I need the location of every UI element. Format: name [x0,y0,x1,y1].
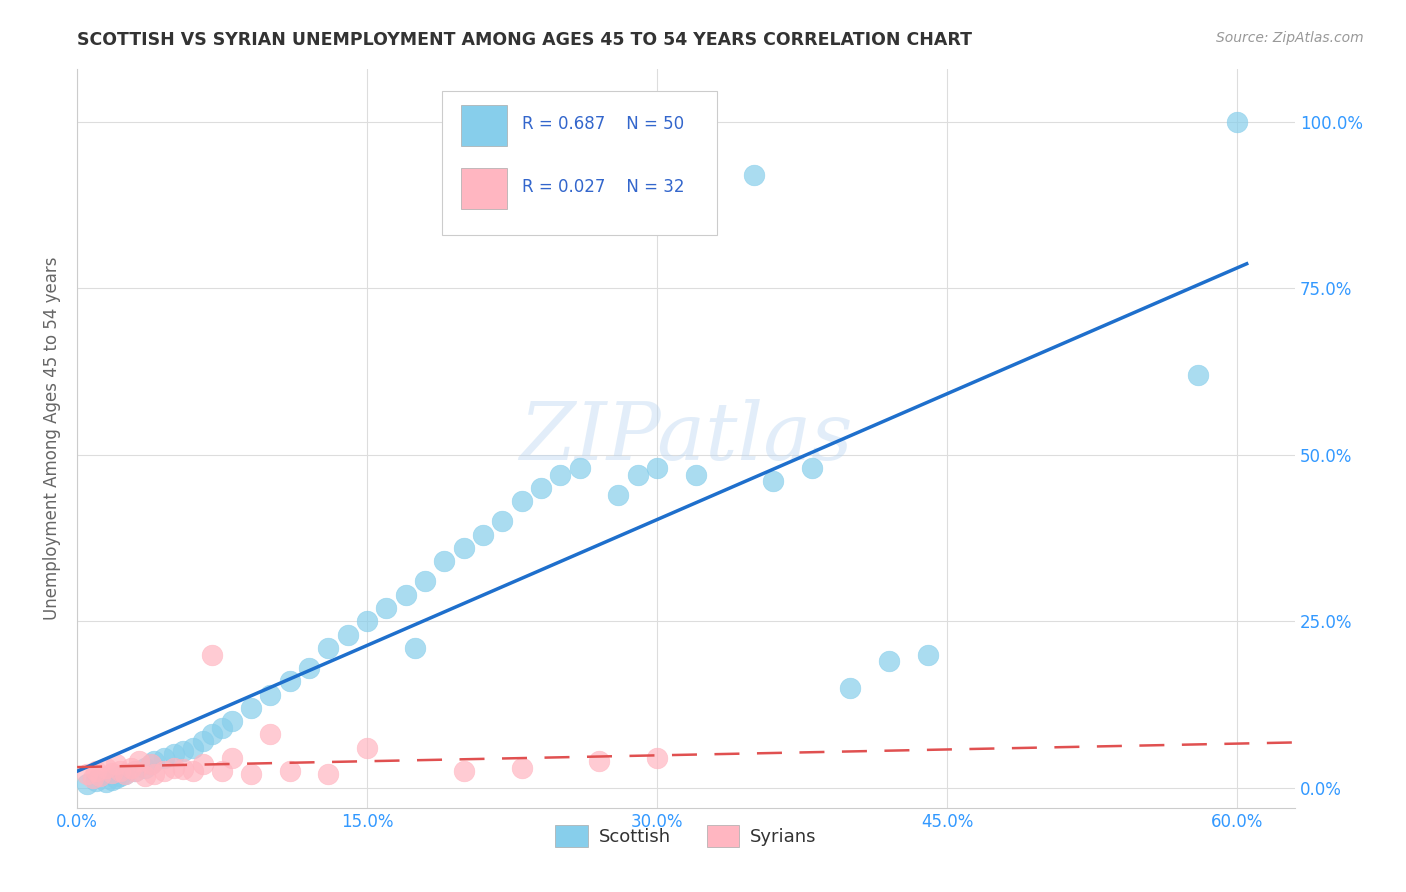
FancyBboxPatch shape [443,91,717,235]
Point [143,767,166,781]
Point [240,767,263,781]
Point [877,654,900,668]
FancyBboxPatch shape [461,105,508,146]
Point [550,467,572,482]
FancyBboxPatch shape [461,169,508,209]
Point [104,771,127,785]
Point [298,661,321,675]
Point [134,769,156,783]
Point [413,574,436,589]
Point [120,761,142,775]
Point [153,751,176,765]
Text: SCOTTISH VS SYRIAN UNEMPLOYMENT AMONG AGES 45 TO 54 YEARS CORRELATION CHART: SCOTTISH VS SYRIAN UNEMPLOYMENT AMONG AG… [77,31,973,49]
Point [259,688,281,702]
Point [627,467,650,482]
Point [94,761,117,775]
Point [89,769,111,783]
Point [839,681,862,695]
Point [404,640,426,655]
Point [191,734,214,748]
Point [510,494,533,508]
Point [433,554,456,568]
Point [742,168,765,182]
Point [259,727,281,741]
Point [153,764,176,778]
Point [356,615,378,629]
Point [685,467,707,482]
Point [76,777,98,791]
Point [211,721,233,735]
Point [510,761,533,775]
Legend: Scottish, Syrians: Scottish, Syrians [548,818,824,855]
Point [318,767,340,781]
Point [318,640,340,655]
Point [240,701,263,715]
Point [221,714,243,728]
Point [375,601,398,615]
Point [124,764,146,778]
Point [568,461,591,475]
Point [221,751,243,765]
Point [491,515,513,529]
Text: Source: ZipAtlas.com: Source: ZipAtlas.com [1216,31,1364,45]
Point [114,767,136,781]
Point [76,767,98,781]
Point [530,481,553,495]
Point [278,764,301,778]
Point [645,461,668,475]
Point [163,747,186,762]
Point [1187,368,1209,382]
Point [139,757,162,772]
Point [917,648,939,662]
Point [163,761,186,775]
Point [104,757,127,772]
Point [172,762,194,776]
Point [108,769,131,783]
Point [139,757,162,772]
Point [82,771,104,785]
Point [86,774,108,789]
Point [211,764,233,778]
Point [453,541,475,555]
Y-axis label: Unemployment Among Ages 45 to 54 years: Unemployment Among Ages 45 to 54 years [44,256,60,620]
Point [762,475,785,489]
Point [800,461,823,475]
Point [472,527,495,541]
Point [134,761,156,775]
Point [191,757,214,772]
Point [181,764,204,778]
Point [86,764,108,778]
Point [201,727,224,741]
Point [395,588,418,602]
Point [108,764,131,778]
Point [1226,115,1249,129]
Point [588,754,610,768]
Point [101,772,124,787]
Text: ZIPatlas: ZIPatlas [519,400,853,477]
Text: R = 0.027    N = 32: R = 0.027 N = 32 [522,178,685,196]
Point [114,767,136,781]
Point [201,648,224,662]
Point [143,754,166,768]
Point [645,751,668,765]
Point [278,674,301,689]
Point [181,740,204,755]
Point [101,766,124,780]
Point [94,775,117,789]
Point [356,740,378,755]
Point [172,744,194,758]
Point [128,754,150,768]
Text: R = 0.687    N = 50: R = 0.687 N = 50 [522,115,683,133]
Point [124,764,146,778]
Point [453,764,475,778]
Point [336,627,359,641]
Point [607,488,630,502]
